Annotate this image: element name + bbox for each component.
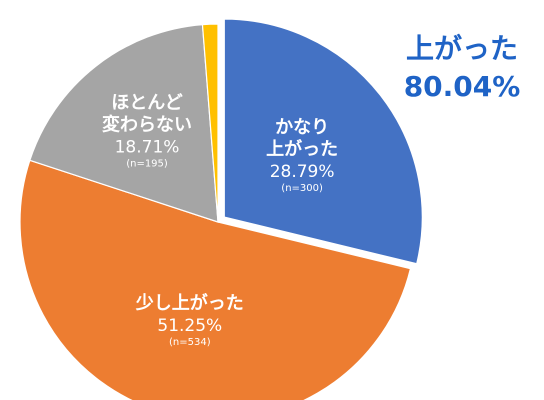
pie-slice xyxy=(29,23,219,223)
slice-name-label: 上がった xyxy=(266,138,338,160)
slice-percent-label: 28.79% xyxy=(270,162,335,182)
slice-name-label: かなり xyxy=(275,117,329,138)
slice-name-label: ほとんど xyxy=(111,93,182,114)
slice-n-label: (n=195) xyxy=(126,159,168,170)
callout-title: 上がった xyxy=(406,32,518,65)
slice-percent-label: 18.71% xyxy=(115,138,180,158)
slice-name-label: 変わらない xyxy=(102,114,192,136)
pie-slice xyxy=(201,23,219,223)
summary-callout: 上がった 80.04% xyxy=(404,32,521,103)
pie-slice xyxy=(223,18,423,265)
pie-slices xyxy=(19,18,423,400)
slice-name-label: 少し上がった xyxy=(135,292,244,314)
slice-percent-label: 51.25% xyxy=(157,316,222,336)
slice-n-label: (n=300) xyxy=(281,183,323,194)
callout-value: 80.04% xyxy=(404,70,521,103)
slice-n-label: (n=534) xyxy=(169,337,211,348)
pie-slice xyxy=(19,159,412,400)
